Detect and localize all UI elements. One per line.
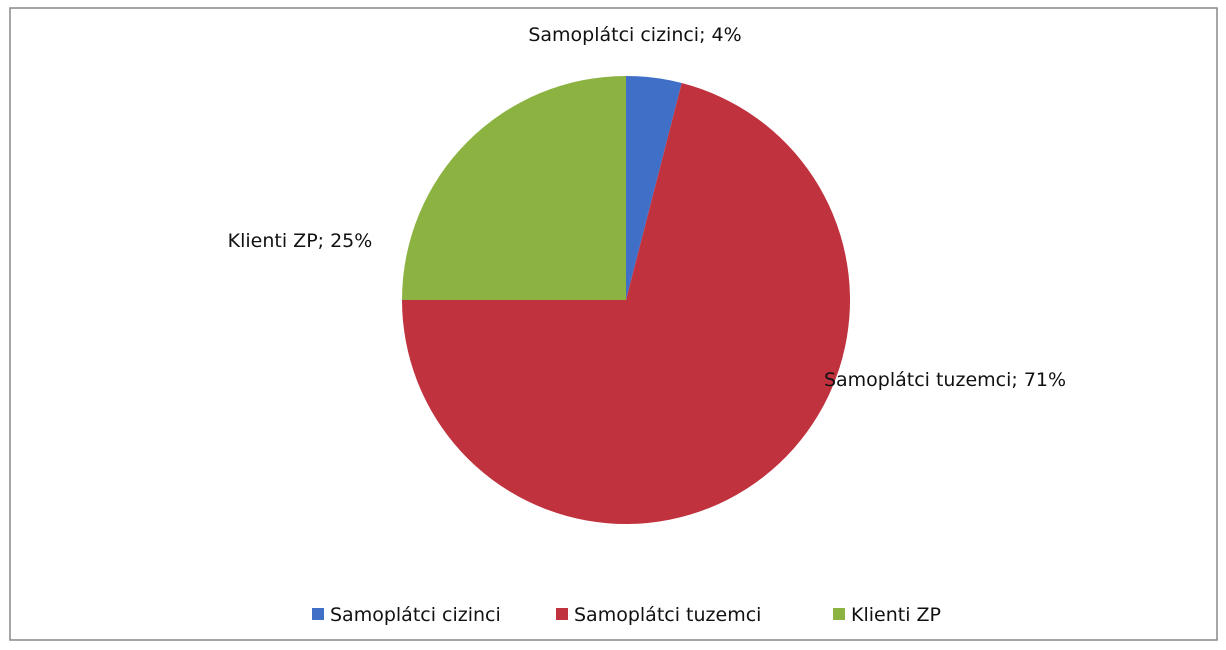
pie-slice [402,83,850,525]
pie-slice [626,76,682,300]
legend-swatch [556,608,568,620]
data-label: Samoplátci cizinci; 4% [528,24,742,46]
legend-label: Samoplátci tuzemci [574,604,761,626]
data-label: Klienti ZP; 25% [227,230,373,252]
data-label: Samoplátci tuzemci; 71% [823,369,1067,391]
legend-label: Klienti ZP [851,604,941,626]
legend-swatch [312,608,324,620]
pie-slice [402,76,626,300]
legend-swatch [833,608,845,620]
legend-label: Samoplátci cizinci [330,604,501,626]
